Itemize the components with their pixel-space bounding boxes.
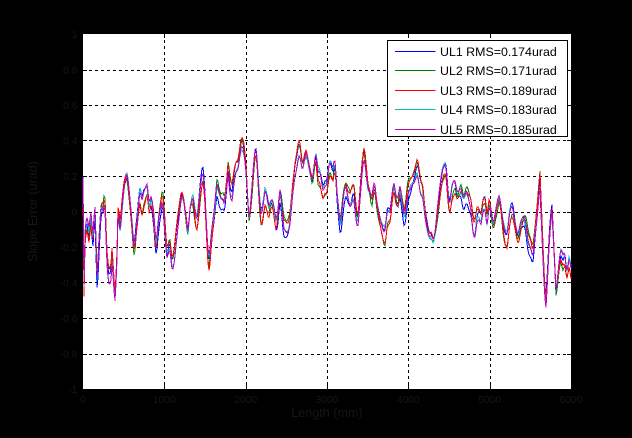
svg-text:1000: 1000 xyxy=(153,395,176,406)
svg-text:2000: 2000 xyxy=(234,395,257,406)
svg-text:UL4 RMS=0.183urad: UL4 RMS=0.183urad xyxy=(440,103,557,117)
svg-text:-0.6: -0.6 xyxy=(60,314,78,325)
svg-text:-1: -1 xyxy=(68,385,77,396)
svg-text:-0.8: -0.8 xyxy=(60,350,78,361)
svg-text:Slope Error (urad): Slope Error (urad) xyxy=(26,161,40,262)
svg-text:0.6: 0.6 xyxy=(63,101,78,112)
svg-text:-0.2: -0.2 xyxy=(60,243,78,254)
svg-text:3000: 3000 xyxy=(316,395,339,406)
svg-text:UL1 RMS=0.174urad: UL1 RMS=0.174urad xyxy=(440,45,557,59)
svg-text:0.4: 0.4 xyxy=(63,137,78,148)
svg-text:1: 1 xyxy=(72,30,78,41)
svg-text:UL2 RMS=0.171urad: UL2 RMS=0.171urad xyxy=(440,64,557,78)
svg-text:0: 0 xyxy=(80,395,86,406)
svg-text:0.8: 0.8 xyxy=(63,66,78,77)
svg-text:UL5 RMS=0.185urad: UL5 RMS=0.185urad xyxy=(440,123,557,137)
svg-text:0: 0 xyxy=(72,208,78,219)
svg-text:6000: 6000 xyxy=(560,395,583,406)
svg-text:UL3 RMS=0.189urad: UL3 RMS=0.189urad xyxy=(440,84,557,98)
svg-text:Length (mm): Length (mm) xyxy=(291,406,362,420)
svg-text:5000: 5000 xyxy=(478,395,501,406)
svg-text:-0.4: -0.4 xyxy=(60,279,78,290)
svg-text:0.2: 0.2 xyxy=(63,172,78,183)
svg-text:4000: 4000 xyxy=(397,395,420,406)
